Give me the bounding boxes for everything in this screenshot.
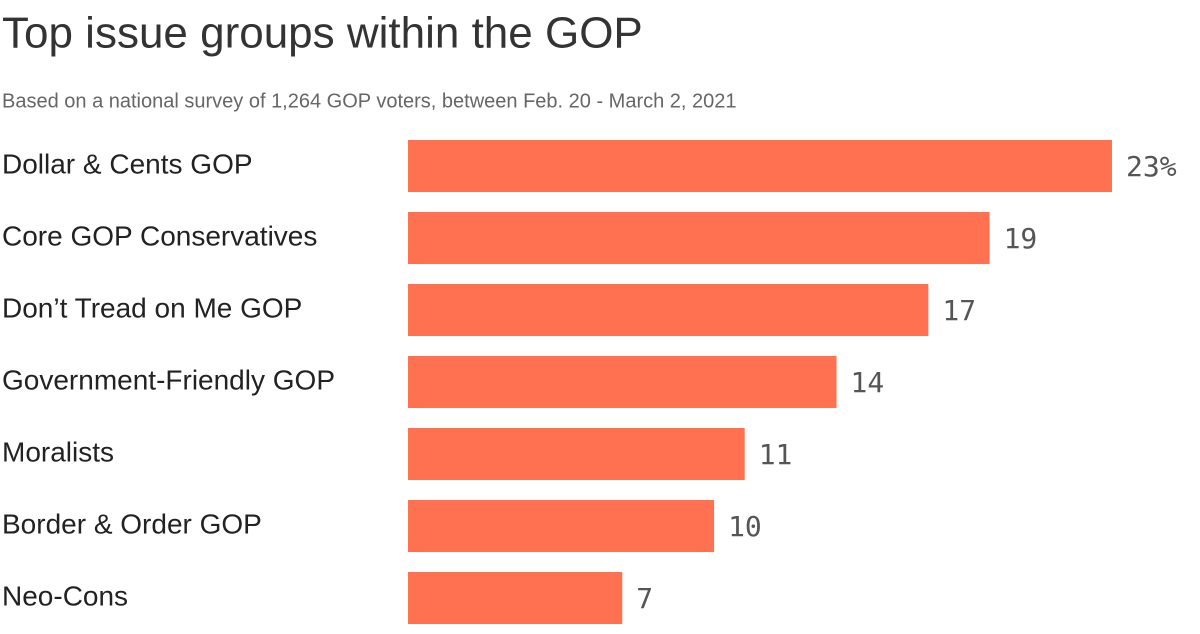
value-label: 11 xyxy=(759,438,793,471)
bar xyxy=(408,428,745,480)
value-label: 7 xyxy=(636,582,653,615)
chart-subtitle: Based on a national survey of 1,264 GOP … xyxy=(2,90,737,112)
value-label: 17 xyxy=(942,294,976,327)
value-label: 14 xyxy=(851,366,885,399)
category-label: Government-Friendly GOP xyxy=(2,364,335,395)
value-label: 23% xyxy=(1126,150,1177,183)
value-label: 19 xyxy=(1004,222,1038,255)
category-label: Border & Order GOP xyxy=(2,508,262,539)
bar xyxy=(408,212,990,264)
category-label: Moralists xyxy=(2,436,114,467)
category-label: Dollar & Cents GOP xyxy=(2,148,253,179)
bar xyxy=(408,500,715,552)
bar xyxy=(408,140,1112,192)
value-label: 10 xyxy=(728,510,762,543)
category-label: Neo-Cons xyxy=(2,580,128,611)
bar xyxy=(408,356,837,408)
bar xyxy=(408,572,623,624)
bar xyxy=(408,284,929,336)
category-label: Don’t Tread on Me GOP xyxy=(2,292,302,323)
category-label: Core GOP Conservatives xyxy=(2,220,317,251)
chart-title: Top issue groups within the GOP xyxy=(2,9,643,58)
